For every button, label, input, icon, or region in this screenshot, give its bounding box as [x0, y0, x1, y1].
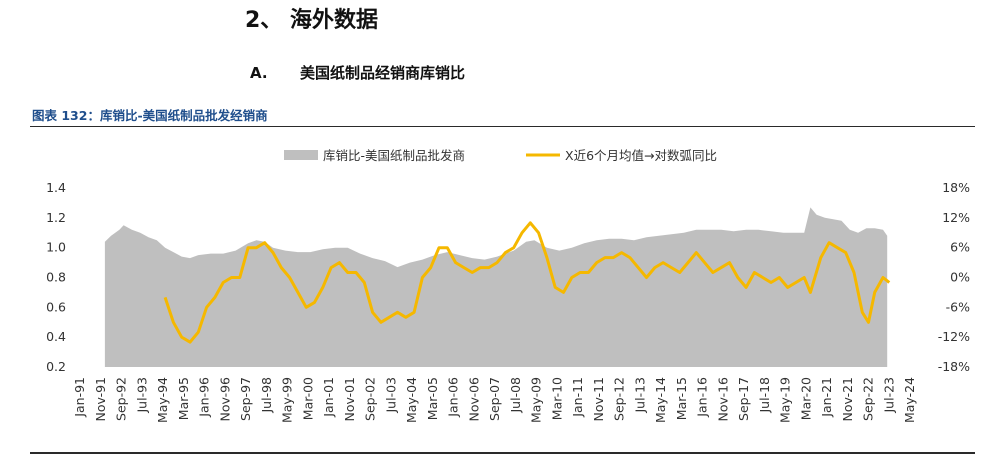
- x-tick-label: Mar-05: [425, 377, 440, 420]
- x-tick-label: Sep-17: [736, 377, 751, 421]
- x-tick-label: Nov-91: [93, 377, 108, 421]
- x-tick-label: Nov-16: [715, 377, 730, 422]
- x-tick-label: May-99: [280, 377, 295, 423]
- bottom-rule: [30, 452, 975, 454]
- x-tick-label: Jan-21: [819, 377, 834, 418]
- x-tick-label: May-94: [155, 377, 170, 423]
- left-tick-label: 0.8: [46, 270, 66, 285]
- x-tick-label: Mar-15: [674, 377, 689, 420]
- title-rule: [30, 126, 975, 127]
- x-tick-label: Nov-06: [466, 377, 481, 422]
- right-tick-label: -12%: [938, 329, 970, 344]
- legend-label-line: X近6个月均值→对数弧同比: [565, 148, 717, 163]
- plot-area: [104, 207, 891, 367]
- x-tick-label: Mar-10: [549, 377, 564, 420]
- x-tick-label: Mar-95: [176, 377, 191, 420]
- area-series-inventory-ratio: [104, 207, 888, 367]
- legend-swatch-area: [284, 150, 318, 160]
- x-tick-label: Jan-16: [695, 377, 710, 418]
- x-tick-label: Sep-02: [363, 377, 378, 421]
- x-tick-label: Jul-98: [259, 377, 274, 414]
- x-tick-label: May-04: [404, 377, 419, 423]
- x-tick-label: Mar-00: [300, 377, 315, 420]
- left-tick-label: 0.4: [46, 329, 66, 344]
- left-tick-label: 1.2: [46, 210, 66, 225]
- x-tick-label: Sep-97: [238, 377, 253, 421]
- line-series-yoy: [163, 221, 891, 344]
- left-tick-label: 0.2: [46, 359, 66, 374]
- right-tick-label: -6%: [946, 299, 970, 314]
- x-tick-label: May-14: [653, 377, 668, 423]
- x-tick-label: Jul-03: [383, 377, 398, 414]
- x-tick-label: Nov-11: [591, 377, 606, 421]
- right-tick-label: 12%: [942, 210, 970, 225]
- left-tick-label: 1.0: [46, 240, 66, 255]
- x-tick-label: Jan-91: [72, 377, 87, 418]
- x-tick-label: Sep-12: [612, 377, 627, 421]
- x-tick-label: May-09: [529, 377, 544, 423]
- subsection-heading: A. 美国纸制品经销商库销比: [250, 62, 465, 83]
- x-tick-label: Jul-93: [134, 377, 149, 414]
- x-tick-label: Jan-01: [321, 377, 336, 418]
- legend-label-area: 库销比-美国纸制品批发商: [323, 148, 465, 163]
- figure-title: 图表 132：库销比-美国纸制品批发经销商: [32, 108, 268, 123]
- left-tick-label: 0.6: [46, 299, 66, 314]
- x-tick-label: Jan-11: [570, 377, 585, 418]
- x-axis: Jan-91 Nov-91 Sep-92 Jul-93 May-94 Mar-95 Jan-…: [72, 377, 917, 423]
- section-title: 2、 海外数据: [245, 8, 378, 33]
- x-tick-label: May-19: [778, 377, 793, 423]
- x-tick-label: Jul-08: [508, 377, 523, 414]
- subsection-title: 美国纸制品经销商库销比: [300, 64, 466, 82]
- left-axis: 0.2 0.4 0.6 0.8 1.0 1.2 1.4: [46, 180, 66, 374]
- x-tick-label: Nov-96: [217, 377, 232, 422]
- x-tick-label: Sep-07: [487, 377, 502, 421]
- x-tick-label: Jan-06: [446, 377, 461, 418]
- x-tick-label: Jul-13: [632, 377, 647, 414]
- x-tick-label: Nov-21: [840, 377, 855, 421]
- x-tick-label: Mar-20: [798, 377, 813, 420]
- x-tick-label: Sep-22: [861, 377, 876, 421]
- x-tick-label: Jul-23: [881, 377, 896, 414]
- right-axis: -18% -12% -6% 0% 6% 12% 18%: [938, 180, 970, 374]
- chart-legend: 库销比-美国纸制品批发商 X近6个月均值→对数弧同比: [284, 148, 717, 163]
- right-tick-label: -18%: [938, 359, 970, 374]
- subsection-marker: A.: [250, 64, 268, 82]
- right-tick-label: 0%: [950, 270, 970, 285]
- x-tick-label: Sep-92: [114, 377, 129, 421]
- x-tick-label: May-24: [902, 377, 917, 423]
- x-tick-label: Jan-96: [197, 377, 212, 418]
- right-tick-label: 6%: [950, 240, 970, 255]
- left-tick-label: 1.4: [46, 180, 66, 195]
- x-tick-label: Nov-01: [342, 377, 357, 421]
- right-tick-label: 18%: [942, 180, 970, 195]
- x-tick-label: Jul-18: [757, 377, 772, 414]
